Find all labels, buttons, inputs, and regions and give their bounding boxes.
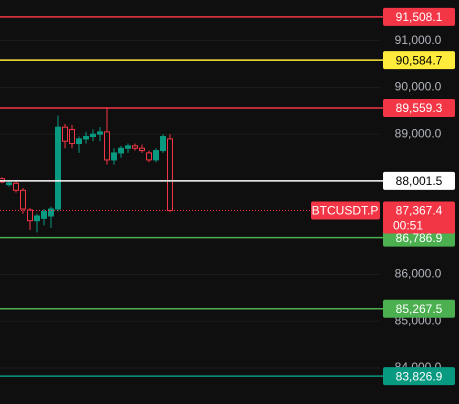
symbol-label: BTCUSDT.P — [312, 204, 379, 218]
candle-body — [20, 189, 26, 210]
price-label: 85,267.5 — [396, 302, 443, 316]
candle-body — [76, 138, 82, 145]
price-label-box — [383, 367, 455, 386]
candle-body — [69, 129, 75, 145]
price-label: 86,786.9 — [396, 231, 443, 245]
last-price-box — [383, 201, 455, 234]
symbol-box — [311, 201, 380, 220]
price-label-box — [383, 299, 455, 318]
candle-body — [97, 131, 103, 135]
candle-body — [55, 126, 61, 210]
candle-body — [167, 138, 173, 212]
price-label-box — [383, 51, 455, 70]
y-tick-label: 86,000.0 — [395, 267, 442, 281]
price-label: 83,826.9 — [396, 369, 443, 383]
last-price-label: 87,367.4 — [396, 204, 443, 218]
candle-body — [48, 208, 54, 217]
candle-body — [34, 215, 40, 222]
candle-body — [13, 182, 19, 191]
price-label: 91,508.1 — [396, 10, 443, 24]
countdown-label: 00:51 — [393, 219, 423, 233]
candle-body — [62, 126, 68, 142]
candle-body — [160, 136, 166, 152]
candle-body — [6, 182, 12, 186]
price-label-box — [383, 7, 455, 26]
price-label: 88,001.5 — [396, 174, 443, 188]
candle-body — [153, 150, 159, 161]
candle-body — [41, 210, 47, 219]
candle-body — [139, 147, 145, 152]
price-label-box — [383, 171, 455, 190]
y-tick-label: 89,000.0 — [395, 126, 442, 140]
price-label: 90,584.7 — [396, 53, 443, 67]
price-label-box — [383, 99, 455, 118]
candle-body — [111, 152, 117, 161]
y-tick-label: 90,000.0 — [395, 80, 442, 94]
candle-body — [27, 209, 33, 222]
candle-body — [125, 145, 131, 149]
candle-body — [90, 133, 96, 138]
candle-body — [132, 145, 138, 149]
candle-body — [146, 152, 152, 161]
y-tick-label: 91,000.0 — [395, 33, 442, 47]
price-label: 89,559.3 — [396, 101, 443, 115]
candle-body — [83, 136, 89, 140]
candle-body — [118, 147, 124, 154]
candle-body — [104, 131, 110, 161]
